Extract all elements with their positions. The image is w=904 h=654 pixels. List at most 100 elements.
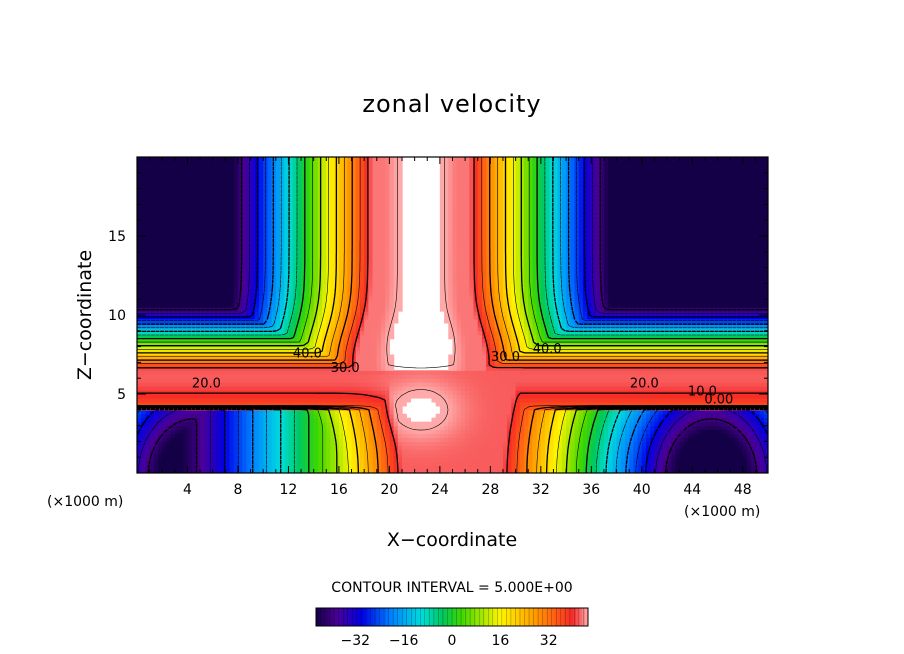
field-cell xyxy=(191,184,197,190)
field-cell xyxy=(275,334,281,340)
field-cell xyxy=(221,239,226,245)
field-cell xyxy=(280,397,285,403)
field-cell xyxy=(296,311,302,316)
field-cell xyxy=(301,366,306,371)
field-cell xyxy=(208,437,214,442)
field-cell xyxy=(309,184,315,190)
field-cell xyxy=(326,283,332,288)
field-cell xyxy=(153,216,159,221)
field-cell xyxy=(216,243,222,249)
field-cell xyxy=(166,196,172,202)
field-cell xyxy=(191,243,197,249)
field-cell xyxy=(258,196,264,202)
field-cell xyxy=(200,413,205,419)
field-cell xyxy=(322,437,327,442)
field-cell xyxy=(187,192,193,198)
field-cell xyxy=(372,346,378,352)
field-cell xyxy=(292,232,298,237)
field-cell xyxy=(368,176,374,182)
field-cell xyxy=(301,441,306,446)
field-cell xyxy=(393,180,399,186)
field-cell xyxy=(393,160,399,166)
field-cell xyxy=(330,263,336,269)
field-cell xyxy=(280,386,285,391)
field-cell xyxy=(330,236,336,241)
field-cell xyxy=(170,390,176,395)
field-cell xyxy=(271,338,277,344)
field-cell xyxy=(393,212,399,217)
field-cell xyxy=(137,212,142,217)
field-cell xyxy=(187,437,193,442)
field-cell xyxy=(280,322,285,328)
field-cell xyxy=(292,263,298,269)
field-cell xyxy=(258,236,264,241)
field-cell xyxy=(204,421,210,427)
field-cell xyxy=(187,180,193,186)
field-cell xyxy=(393,239,399,245)
field-cell xyxy=(221,346,226,352)
field-cell xyxy=(372,421,378,427)
field-cell xyxy=(351,366,357,371)
field-cell xyxy=(242,299,247,304)
field-cell xyxy=(309,160,315,166)
field-cell xyxy=(347,283,353,288)
field-cell xyxy=(284,453,290,458)
field-cell xyxy=(229,243,235,249)
field-cell xyxy=(343,196,348,202)
field-cell xyxy=(246,330,252,336)
field-cell xyxy=(208,397,214,403)
field-cell xyxy=(263,445,269,450)
field-cell xyxy=(216,259,222,265)
field-cell xyxy=(343,469,348,473)
field-cell xyxy=(284,378,290,383)
field-cell xyxy=(284,168,290,174)
field-cell xyxy=(275,453,281,458)
field-cell xyxy=(204,164,210,170)
field-cell xyxy=(267,346,273,352)
field-cell xyxy=(229,224,235,229)
field-cell xyxy=(372,370,378,375)
field-cell xyxy=(250,322,256,328)
field-cell xyxy=(338,168,344,174)
field-cell xyxy=(233,172,239,178)
field-cell xyxy=(372,255,378,261)
field-cell xyxy=(216,157,222,162)
field-cell xyxy=(179,374,184,379)
field-cell xyxy=(258,251,264,257)
field-cell xyxy=(347,239,353,245)
field-cell xyxy=(179,204,184,209)
field-cell xyxy=(174,216,180,221)
field-cell xyxy=(246,224,252,229)
field-cell xyxy=(195,425,201,431)
field-cell xyxy=(221,374,226,379)
field-cell xyxy=(149,453,155,458)
field-cell xyxy=(229,263,235,269)
field-cell xyxy=(305,232,311,237)
field-cell xyxy=(380,358,386,363)
field-cell xyxy=(343,188,348,194)
field-cell xyxy=(267,291,273,296)
field-cell xyxy=(280,236,285,241)
field-cell xyxy=(280,469,285,473)
field-cell xyxy=(225,283,231,288)
field-cell xyxy=(364,157,369,162)
field-cell xyxy=(376,433,382,439)
field-cell xyxy=(258,164,264,170)
field-cell xyxy=(309,196,315,202)
field-cell xyxy=(309,239,315,245)
field-cell xyxy=(355,433,361,439)
field-cell xyxy=(271,251,277,257)
field-cell xyxy=(313,441,319,446)
field-cell xyxy=(292,212,298,217)
field-cell xyxy=(246,275,252,281)
field-cell xyxy=(246,457,252,462)
field-cell xyxy=(200,465,205,470)
field-cell xyxy=(317,338,323,344)
field-cell xyxy=(292,303,298,308)
field-cell xyxy=(393,157,399,162)
field-cell xyxy=(246,421,252,427)
field-cell xyxy=(174,220,180,225)
field-cell xyxy=(229,315,235,320)
field-cell xyxy=(347,188,353,194)
field-cell xyxy=(208,216,214,221)
